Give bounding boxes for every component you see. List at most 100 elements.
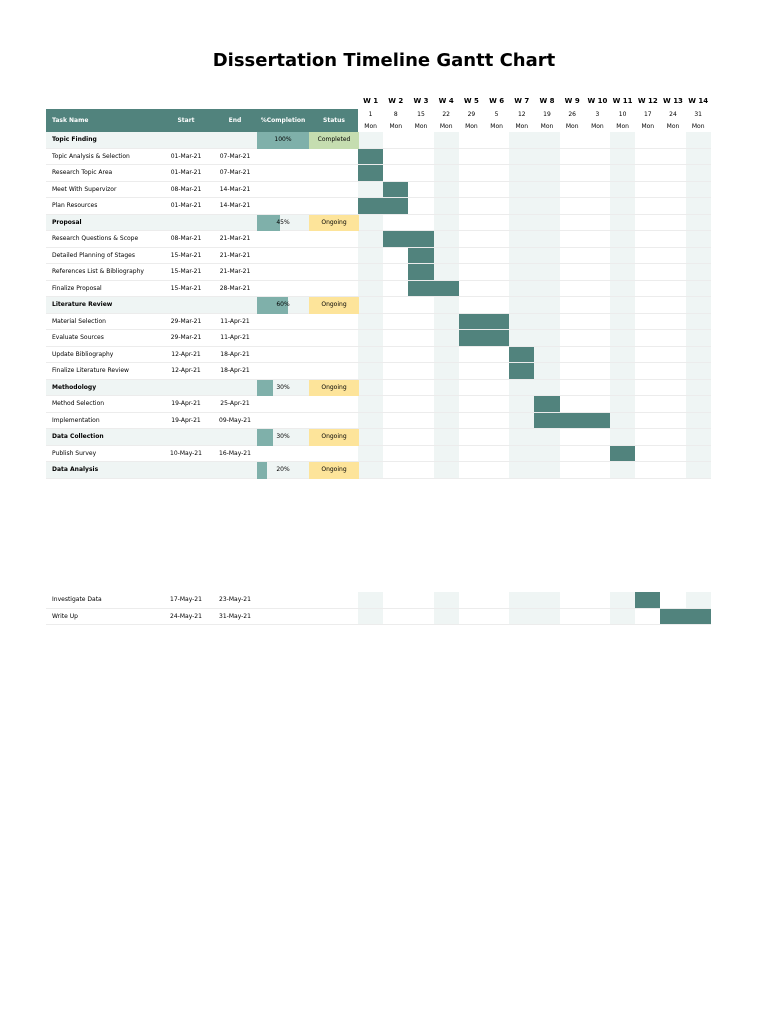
end-date: 18-Apr-21 [220, 350, 250, 358]
week-label: W 11 [612, 97, 633, 105]
status-badge: Ongoing [309, 214, 359, 231]
week-label: W 12 [637, 97, 658, 105]
week-day: Mon [641, 123, 655, 130]
week-column-shade [358, 132, 384, 479]
gantt-bar [660, 608, 711, 624]
end-date: 25-Apr-21 [220, 400, 250, 408]
page-title: Dissertation Timeline Gantt Chart [212, 50, 556, 71]
section-row-name: Data Collection [52, 433, 104, 441]
completion-label: 45% [276, 218, 290, 226]
section-row-bg [46, 462, 358, 479]
task-row-name: Material Selection [52, 317, 106, 325]
start-date: 10-May-21 [170, 449, 202, 457]
status-badge: Ongoing [309, 429, 359, 446]
week-column-shade [509, 592, 535, 625]
week-label: W 13 [663, 97, 683, 105]
week-column-shade [610, 592, 636, 625]
week-label: W 3 [413, 97, 429, 105]
week-date: 26 [568, 111, 576, 118]
week-label: W 1 [363, 97, 379, 105]
end-date: 28-Mar-21 [219, 284, 251, 292]
gantt-bar [458, 313, 510, 329]
row-divider [46, 213, 711, 215]
gantt-bar [383, 181, 409, 197]
row-divider [46, 296, 711, 297]
week-date: 15 [417, 111, 425, 118]
task-row-name: Meet With Supervizor [52, 185, 117, 193]
header-end: End [228, 116, 242, 124]
completion-bar [257, 214, 281, 231]
task-row-name: References List & Bibliography [52, 268, 144, 276]
gantt-bar [610, 445, 636, 461]
gantt-bar [458, 330, 510, 346]
row-divider [46, 444, 711, 446]
row-divider [46, 362, 711, 363]
week-label: W 8 [539, 97, 555, 105]
row-divider [46, 147, 711, 149]
start-date: 15-Mar-21 [170, 251, 202, 259]
gantt-bar [635, 592, 661, 608]
week-date: 5 [494, 111, 499, 118]
week-day: Mon [565, 123, 579, 130]
start-date: 19-Apr-21 [171, 416, 201, 424]
start-date: 29-Mar-21 [170, 334, 202, 342]
section-row-bg [46, 429, 358, 446]
row-divider [46, 378, 711, 380]
week-date: 8 [393, 111, 398, 118]
table-header [46, 109, 358, 132]
completion-label: 60% [276, 301, 290, 309]
gantt-bar [509, 346, 535, 362]
gantt-bar [534, 412, 610, 428]
end-date: 23-May-21 [219, 596, 251, 604]
week-day: Mon [540, 123, 554, 130]
section-row-name: Proposal [52, 218, 82, 226]
gantt-bar [534, 396, 560, 412]
row-divider [46, 279, 711, 281]
gantt-bar [358, 198, 409, 214]
week-day: Mon [691, 123, 705, 130]
week-date: 12 [517, 111, 526, 118]
week-date: 17 [643, 111, 652, 118]
end-date: 14-Mar-21 [219, 202, 251, 210]
start-date: 08-Mar-21 [170, 185, 202, 193]
row-divider [46, 477, 711, 479]
completion-label: 30% [276, 383, 290, 391]
week-label: W 2 [388, 97, 404, 105]
start-date: 17-May-21 [170, 596, 202, 604]
week-day: Mon [439, 123, 453, 130]
task-row-name: Investigate Data [52, 596, 102, 604]
week-date: 24 [669, 111, 677, 118]
week-column-shade [358, 592, 384, 625]
task-row-name: Topic Analysis & Selection [52, 152, 130, 160]
task-row-name: Detailed Planning of Stages [52, 251, 135, 259]
gantt-bar [509, 363, 535, 379]
end-date: 11-Apr-21 [220, 334, 250, 342]
header-start: Start [177, 116, 195, 124]
week-day: Mon [389, 123, 403, 130]
week-day: Mon [465, 123, 478, 130]
row-divider [46, 345, 711, 347]
gantt-bar [383, 231, 434, 247]
task-row-name: Publish Survey [52, 449, 97, 457]
start-date: 01-Mar-21 [170, 169, 202, 177]
section-row-name: Literature Review [52, 301, 113, 309]
start-date: 15-Mar-21 [170, 268, 202, 276]
header-task: Task Name [52, 116, 89, 124]
task-row-name: Evaluate Sources [52, 334, 104, 342]
status-badge: Completed [309, 132, 359, 149]
week-date: 3 [595, 111, 600, 118]
task-row-name: Implementation [52, 416, 100, 424]
completion-label: 30% [276, 433, 290, 441]
task-row-name: Plan Resources [52, 202, 98, 210]
status-badge: Ongoing [309, 379, 359, 396]
start-date: 19-Apr-21 [171, 400, 201, 408]
row-divider [46, 197, 711, 198]
section-row-bg [46, 379, 358, 396]
start-date: 29-Mar-21 [170, 317, 202, 325]
section-row-name: Topic Finding [52, 136, 97, 144]
gantt-bar [408, 247, 434, 263]
week-label: W 9 [564, 97, 580, 105]
start-date: 12-Apr-21 [171, 350, 201, 358]
week-date: 31 [694, 111, 702, 118]
